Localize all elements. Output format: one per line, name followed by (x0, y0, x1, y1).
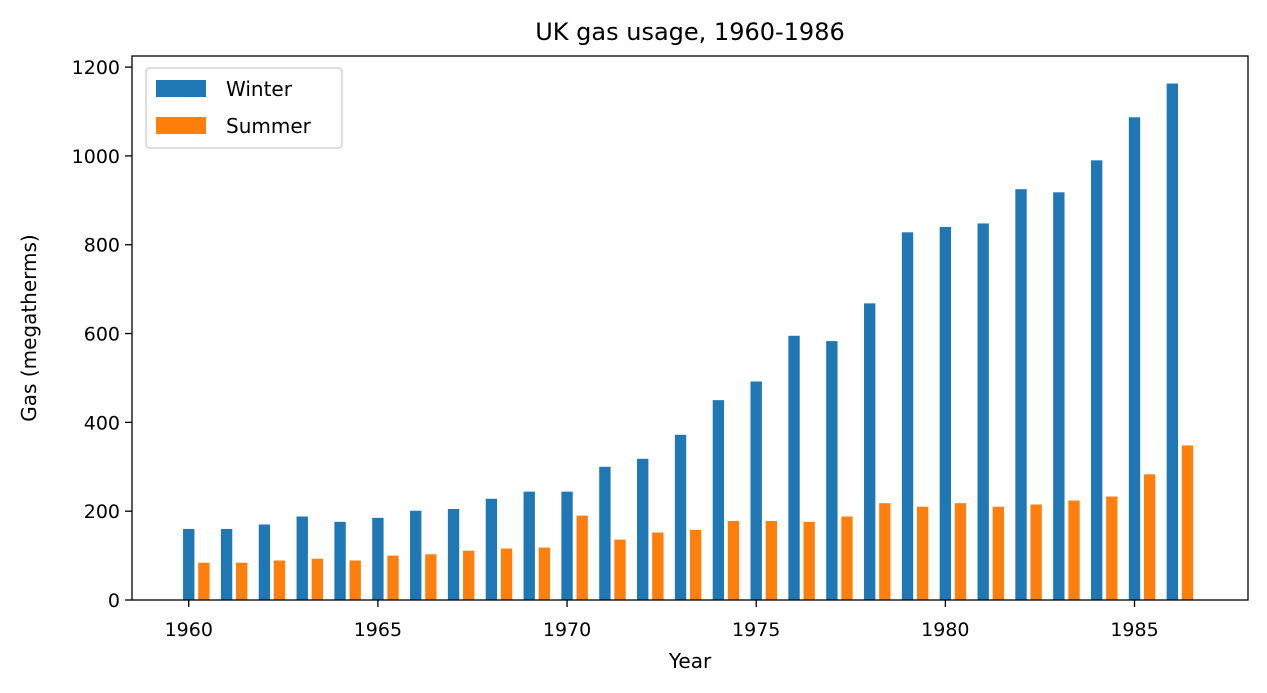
y-tick-label: 1000 (72, 146, 120, 168)
x-tick-label: 1970 (543, 619, 591, 641)
x-tick-label: 1975 (732, 619, 780, 641)
bar-winter-1961 (220, 528, 233, 600)
bar-winter-1967 (447, 508, 460, 600)
y-tick-label: 1200 (72, 57, 120, 79)
bar-winter-1985 (1128, 117, 1141, 600)
bar-summer-1971 (614, 539, 626, 600)
x-tick-label: 1965 (354, 619, 402, 641)
y-tick-label: 600 (84, 324, 120, 346)
bar-winter-1983 (1053, 192, 1065, 600)
y-tick-label: 0 (108, 590, 120, 612)
bar-summer-1986 (1181, 445, 1194, 600)
bar-summer-1983 (1068, 500, 1080, 600)
legend: Winter Summer (145, 67, 343, 149)
y-axis-label: Gas (megatherms) (17, 234, 41, 421)
bar-winter-1972 (637, 458, 649, 600)
bar-winter-1962 (258, 524, 271, 600)
bar-winter-1979 (901, 232, 914, 601)
bar-winter-1974 (712, 400, 725, 600)
bar-summer-1984 (1106, 496, 1118, 600)
bars-layer (183, 83, 1194, 601)
bar-summer-1976 (803, 521, 815, 600)
bar-winter-1971 (599, 466, 611, 600)
bar-summer-1980 (954, 503, 967, 600)
bar-winter-1978 (864, 303, 876, 600)
bar-winter-1969 (523, 491, 535, 600)
bar-summer-1965 (387, 555, 399, 600)
bar-summer-1974 (727, 520, 740, 600)
chart-title: UK gas usage, 1960-1986 (535, 18, 845, 46)
bar-summer-1969 (538, 547, 551, 600)
legend-swatch-winter (156, 80, 206, 97)
bar-summer-1981 (992, 506, 1004, 600)
y-tick-label: 800 (84, 235, 120, 257)
plot-frame (131, 55, 1249, 601)
bar-winter-1976 (788, 335, 800, 600)
x-tick-label: 1985 (1110, 619, 1158, 641)
x-axis: 1960 1965 1970 1975 1980 1985 (165, 600, 1159, 641)
bar-summer-1985 (1143, 474, 1156, 600)
bar-winter-1981 (977, 223, 989, 601)
x-axis-label: Year (668, 649, 712, 673)
bar-summer-1972 (652, 532, 664, 600)
bar-winter-1963 (296, 516, 308, 600)
bar-summer-1964 (349, 560, 361, 600)
bar-winter-1968 (485, 498, 498, 600)
bar-summer-1977 (841, 516, 853, 600)
bar-winter-1980 (939, 226, 952, 600)
bar-summer-1967 (463, 550, 475, 600)
y-axis: 0 200 400 600 800 1000 1200 (72, 57, 132, 612)
bar-summer-1963 (311, 558, 324, 600)
y-tick-label: 200 (84, 501, 120, 523)
bar-summer-1966 (425, 554, 437, 600)
bar-winter-1986 (1166, 83, 1179, 600)
x-tick-label: 1960 (165, 619, 213, 641)
bar-summer-1973 (690, 529, 702, 600)
bar-summer-1979 (916, 506, 929, 600)
legend-swatch-summer (156, 117, 206, 134)
bar-summer-1962 (273, 560, 286, 600)
bar-winter-1982 (1015, 189, 1027, 600)
bar-summer-1968 (500, 548, 513, 600)
bar-summer-1975 (765, 520, 778, 600)
bar-winter-1973 (674, 434, 687, 600)
bar-winter-1977 (826, 341, 838, 600)
bar-summer-1982 (1030, 504, 1042, 600)
bar-winter-1964 (334, 521, 346, 600)
bar-winter-1966 (410, 510, 422, 600)
legend-label-summer: Summer (226, 114, 312, 138)
bar-winter-1984 (1091, 160, 1103, 601)
legend-label-winter: Winter (226, 77, 293, 101)
bar-summer-1970 (576, 515, 588, 600)
bar-winter-1965 (372, 517, 384, 600)
bar-summer-1961 (236, 562, 248, 600)
y-tick-label: 400 (84, 412, 120, 434)
bar-winter-1960 (183, 528, 195, 600)
bar-winter-1970 (561, 491, 573, 600)
bar-winter-1975 (750, 381, 762, 600)
x-tick-label: 1980 (921, 619, 969, 641)
bar-summer-1978 (879, 503, 891, 600)
bar-summer-1960 (198, 562, 210, 600)
